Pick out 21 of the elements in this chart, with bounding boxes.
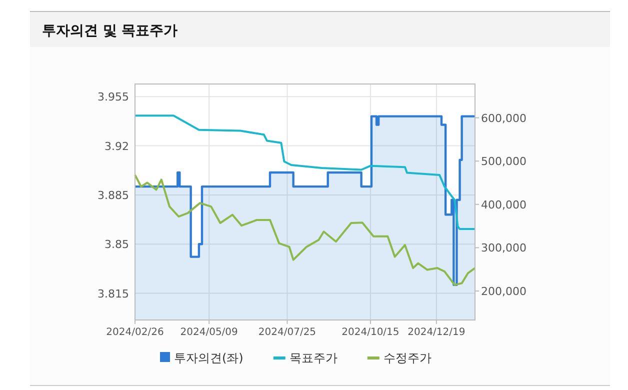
line-series: [134, 114, 476, 230]
y-tick-label: 3.885: [98, 188, 129, 202]
legend-label: 수정주가: [383, 351, 432, 365]
x-tick-label: 2024/05/09: [180, 327, 238, 338]
y2-tick-label: 200,000: [481, 284, 526, 298]
x-tick-label: 2024/10/15: [342, 327, 400, 338]
y-tick-label: 3.85: [104, 238, 129, 252]
y-tick-label: 3.955: [98, 90, 129, 104]
y2-tick-label: 500,000: [481, 155, 526, 168]
y2-tick-label: 300,000: [481, 242, 526, 255]
chart-title: 투자의견 및 목표주가: [42, 23, 178, 39]
legend-label: 투자의견(좌): [174, 351, 244, 365]
y-tick-label: 3.92: [104, 140, 129, 153]
x-tick-label: 2024/12/19: [408, 327, 466, 338]
x-tick-label: 2024/02/26: [106, 327, 164, 338]
y-tick-label: 3.815: [98, 287, 129, 300]
line-series: [134, 174, 476, 286]
y2-tick-label: 400,000: [481, 198, 526, 212]
y2-tick-label: 600,000: [481, 112, 526, 125]
legend-label: 목표주가: [289, 351, 338, 365]
x-tick-label: 2024/07/25: [258, 327, 316, 338]
